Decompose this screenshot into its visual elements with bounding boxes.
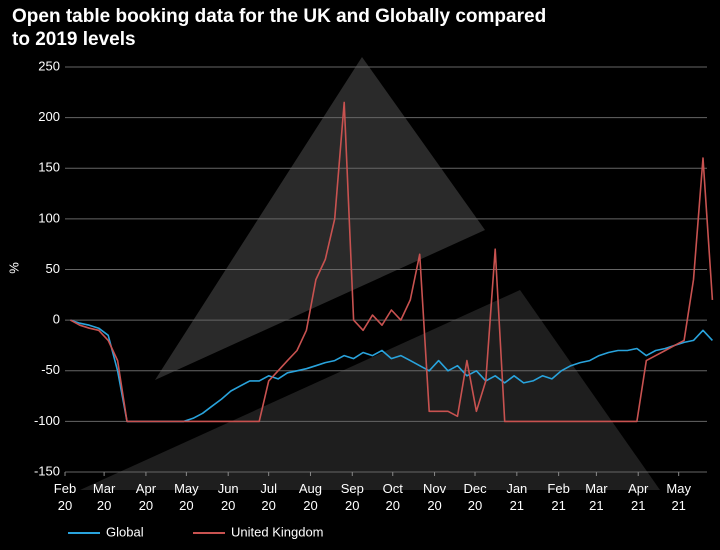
legend-label: Global [106,524,144,539]
y-tick-label: -100 [34,413,60,428]
y-tick-label: 250 [38,58,60,73]
y-tick-label: 200 [38,109,60,124]
y-tick-label: -50 [41,362,60,377]
x-tick-label: Oct 20 [383,481,404,513]
watermark [80,290,660,490]
x-tick-label: May 20 [174,481,199,513]
x-tick-label: Aug 20 [299,481,322,513]
x-tick-label: Jul 20 [260,481,277,513]
x-tick-label: Apr 20 [136,481,157,513]
data-line [70,101,714,423]
x-tick-label: Dec 20 [463,481,487,513]
y-tick-label: -150 [34,463,60,478]
chart-title: Open table booking data for the UK and G… [12,6,546,50]
y-tick-label: 100 [38,210,60,225]
x-tick-label: Sep 20 [341,481,364,513]
x-tick-label: Mar 21 [585,481,608,513]
x-tick-label: Jun 20 [218,481,239,513]
x-tick-label: Apr 21 [628,481,649,513]
x-tick-label: Feb 20 [54,481,76,513]
legend-label: United Kingdom [231,524,324,539]
y-tick-label: 0 [53,312,60,327]
x-tick-label: Mar 20 [93,481,116,513]
y-tick-label: 50 [46,261,60,276]
x-tick-label: Feb 21 [547,481,569,513]
x-tick-label: May 21 [666,481,691,513]
y-axis-label: % [6,262,21,274]
y-tick-label: 150 [38,160,60,175]
x-tick-label: Jan 21 [506,481,527,513]
x-tick-label: Nov 20 [423,481,447,513]
